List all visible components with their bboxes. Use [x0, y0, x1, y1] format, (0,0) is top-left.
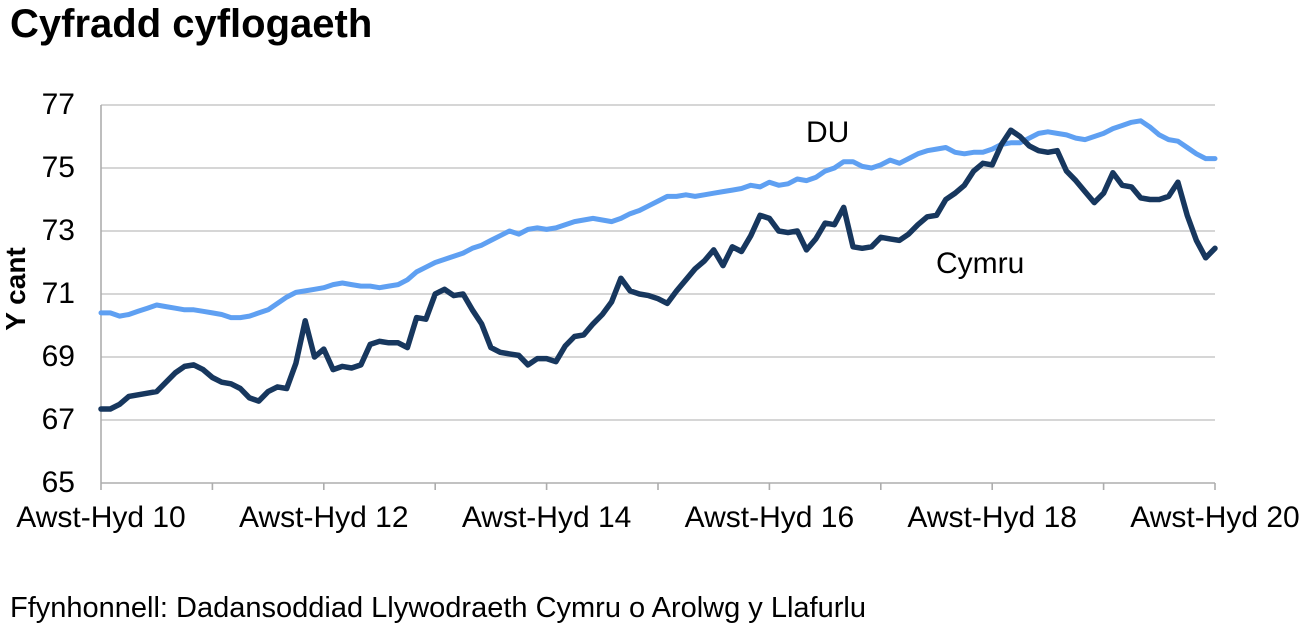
y-tick-label-65: 65 [41, 466, 75, 499]
series-line-du [98, 118, 1218, 321]
series-label-cymru: Cymru [936, 247, 1025, 280]
x-tick-label-4: Awst-Hyd 16 [684, 501, 855, 534]
chart-title: Cyfradd cyflogaeth [10, 2, 373, 46]
x-tick-label-1: Awst-Hyd 10 [16, 501, 186, 534]
y-tick-label-73: 73 [41, 214, 75, 247]
y-tick-label-75: 75 [41, 151, 75, 184]
source-note: Ffynhonnell: Dadansoddiad Llywodraeth Cy… [10, 592, 866, 624]
x-tick-label-2: Awst-Hyd 12 [239, 501, 409, 534]
x-tick-label-6: Awst-Hyd 20 [1130, 501, 1300, 534]
y-tick-label-77: 77 [41, 88, 75, 121]
x-tick-label-5: Awst-Hyd 18 [907, 501, 1077, 534]
y-tick-label-67: 67 [41, 403, 75, 436]
series-line-cymru [98, 127, 1218, 412]
x-tick-label-3: Awst-Hyd 14 [461, 501, 632, 534]
y-tick-label-69: 69 [41, 340, 75, 373]
series-label-du: DU [806, 116, 850, 149]
y-tick-label-71: 71 [41, 277, 75, 310]
